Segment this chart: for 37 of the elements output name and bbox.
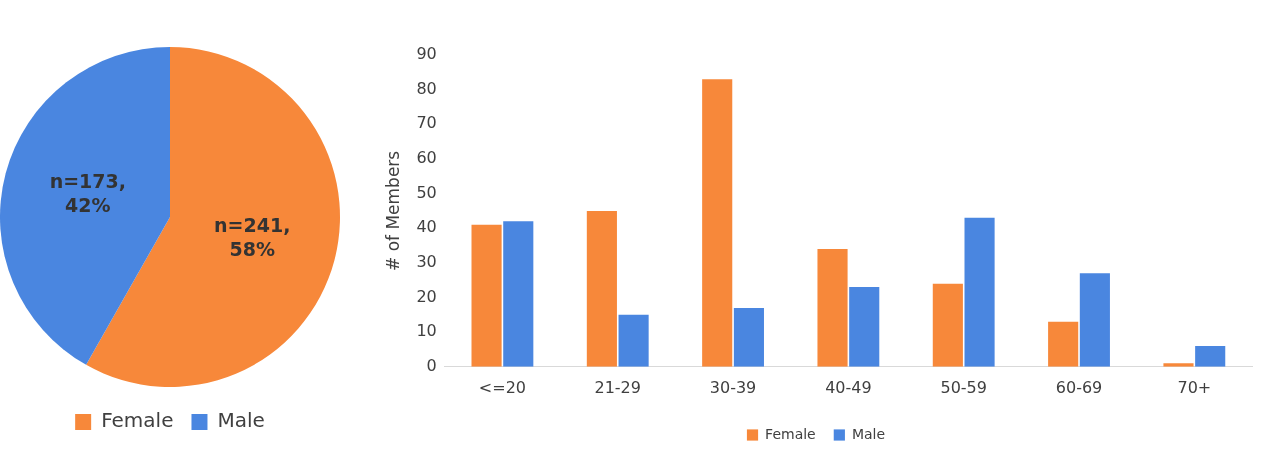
legend-label: Female <box>101 408 174 433</box>
bar <box>964 217 995 367</box>
y-axis-title: # of Members <box>382 150 403 272</box>
x-tick-label: <=20 <box>478 377 527 397</box>
bar <box>702 79 733 367</box>
y-tick-label: 80 <box>416 78 437 98</box>
y-tick-label: 70 <box>416 113 437 133</box>
x-tick-label: 21-29 <box>594 377 641 397</box>
bar <box>471 224 502 367</box>
legend-label: Female <box>765 425 816 442</box>
y-tick-label: 50 <box>416 182 437 202</box>
bar <box>817 249 848 367</box>
bar <box>1079 273 1110 367</box>
data-label: n=173, 42% <box>49 170 126 217</box>
y-tick-label: 90 <box>416 44 437 64</box>
y-tick-label: 60 <box>416 148 437 168</box>
x-tick-label: 30-39 <box>709 377 757 397</box>
x-tick-label: 60-69 <box>1055 377 1103 397</box>
x-tick-label: 70+ <box>1177 377 1212 397</box>
bar <box>1048 321 1079 367</box>
data-label: n=241, 58% <box>214 213 291 260</box>
y-tick-label: 0 <box>426 355 437 375</box>
x-tick-label: 50-59 <box>940 377 987 397</box>
y-tick-label: 30 <box>416 252 437 272</box>
legend-label: Male <box>851 425 886 442</box>
bar <box>586 210 617 367</box>
legend-label: Male <box>217 408 265 433</box>
bar <box>932 283 963 367</box>
bar <box>618 314 649 367</box>
bar <box>733 307 764 367</box>
y-tick-label: 40 <box>416 217 437 237</box>
bar <box>849 287 880 367</box>
bar <box>503 221 534 367</box>
bar <box>1195 346 1226 367</box>
y-tick-label: 10 <box>416 321 437 341</box>
y-tick-label: 20 <box>416 286 437 306</box>
x-tick-label: 40-49 <box>825 377 872 397</box>
